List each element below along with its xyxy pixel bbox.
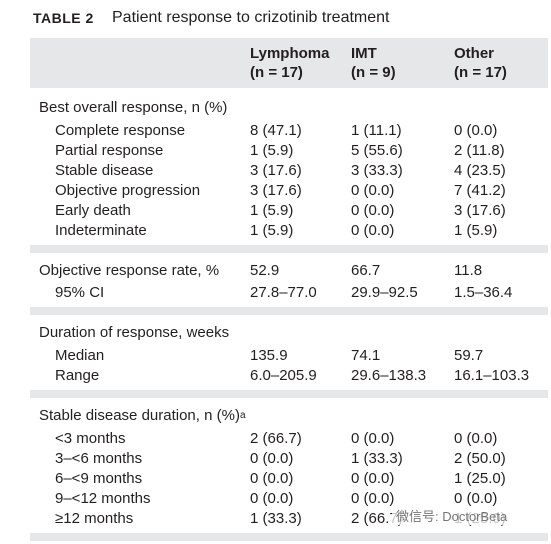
cell: 3 (33.3)	[351, 162, 403, 179]
cell: 3 (17.6)	[250, 162, 302, 179]
section-separator	[30, 533, 548, 541]
column-name: IMT	[351, 45, 377, 62]
row-label: 9–<12 months	[55, 490, 151, 507]
cell: 1 (5.9)	[250, 202, 294, 219]
cell: 0 (0.0)	[351, 182, 395, 199]
table-title: Patient response to crizotinib treatment	[112, 9, 390, 26]
cell: 0 (0.0)	[351, 470, 395, 487]
cell: 0 (0.0)	[250, 470, 294, 487]
cell: 2 (66.7)	[351, 510, 403, 527]
cell: 2 (11.8)	[454, 142, 505, 159]
cell: 4 (23.5)	[454, 162, 506, 179]
row-label: Objective progression	[55, 182, 201, 199]
row-label: 6–<9 months	[55, 470, 143, 487]
row-label: Indeterminate	[55, 222, 147, 239]
cell: 0 (0.0)	[454, 430, 498, 447]
cell: 29.9–92.5	[351, 284, 418, 301]
cell: 1 (5.9)	[250, 222, 294, 239]
cell: 59.7	[454, 347, 484, 364]
cell: 1 (5.9)	[454, 222, 498, 239]
section-heading: Stable disease duration, n (%)	[39, 407, 240, 424]
cell: 1 (5.9)	[250, 142, 294, 159]
cell: 5 (55.6)	[351, 142, 403, 159]
column-n: (n = 17)	[250, 64, 303, 81]
cell: 6.0–205.9	[250, 367, 317, 384]
row-label: Complete response	[55, 122, 186, 139]
row-label: 3–<6 months	[55, 450, 143, 467]
cell: 52.9	[250, 262, 280, 279]
column-name: Other	[454, 45, 495, 62]
cell: 0 (0.0)	[250, 490, 294, 507]
section-heading-note: a	[240, 406, 246, 430]
row-label: Range	[55, 367, 100, 384]
cell: 0 (0.0)	[351, 490, 395, 507]
row-label: ≥12 months	[55, 510, 134, 527]
cell: 1 (33.3)	[250, 510, 302, 527]
row-label: Stable disease	[55, 162, 154, 179]
cell: 1 (25.0)	[454, 470, 506, 487]
cell: 74.1	[351, 347, 381, 364]
column-n: (n = 9)	[351, 64, 396, 81]
cell: 1.5–36.4	[454, 284, 513, 301]
section-heading: Duration of response, weeks	[39, 324, 230, 341]
cell: 7 (41.2)	[454, 182, 506, 199]
row-label: Median	[55, 347, 105, 364]
cell: 8 (47.1)	[250, 122, 302, 139]
cell: 29.6–138.3	[351, 367, 427, 384]
header-band	[30, 38, 548, 88]
cell: 0 (0.0)	[351, 430, 395, 447]
cell: 11.8	[454, 262, 483, 279]
row-label: Partial response	[55, 142, 164, 159]
cell: 16.1–103.3	[454, 367, 530, 384]
section-heading: Best overall response, n (%)	[39, 99, 228, 116]
cell: 3 (17.6)	[454, 202, 506, 219]
table-label: TABLE 2	[33, 10, 94, 26]
cell: 0 (0.0)	[454, 122, 498, 139]
row-label: Early death	[55, 202, 131, 219]
cell: 1 (33.3)	[351, 450, 403, 467]
cell: 1 (11.1)	[351, 122, 402, 139]
cell: 27.8–77.0	[250, 284, 317, 301]
column-name: Lymphoma	[250, 45, 330, 62]
cell: 66.7	[351, 262, 381, 279]
footnote-marker: a	[240, 410, 246, 421]
cell: 0 (0.0)	[454, 490, 498, 507]
row-label: 95% CI	[55, 284, 105, 301]
section-heading: Objective response rate, %	[39, 262, 220, 279]
cell: 3 (17.6)	[250, 182, 302, 199]
cell: 0 (0.0)	[250, 450, 294, 467]
cell: 0 (0.0)	[351, 202, 395, 219]
column-n: (n = 17)	[454, 64, 507, 81]
cell: 2 (50.0)	[454, 450, 506, 467]
row-label: <3 months	[55, 430, 126, 447]
section-separator	[30, 390, 548, 398]
cell: 0 (0.0)	[351, 222, 395, 239]
section-separator	[30, 307, 548, 315]
cell: 2 (66.7)	[250, 430, 302, 447]
watermark: 微信号: DoctorBeta	[392, 506, 512, 525]
cell: 135.9	[250, 347, 288, 364]
section-separator	[30, 245, 548, 253]
